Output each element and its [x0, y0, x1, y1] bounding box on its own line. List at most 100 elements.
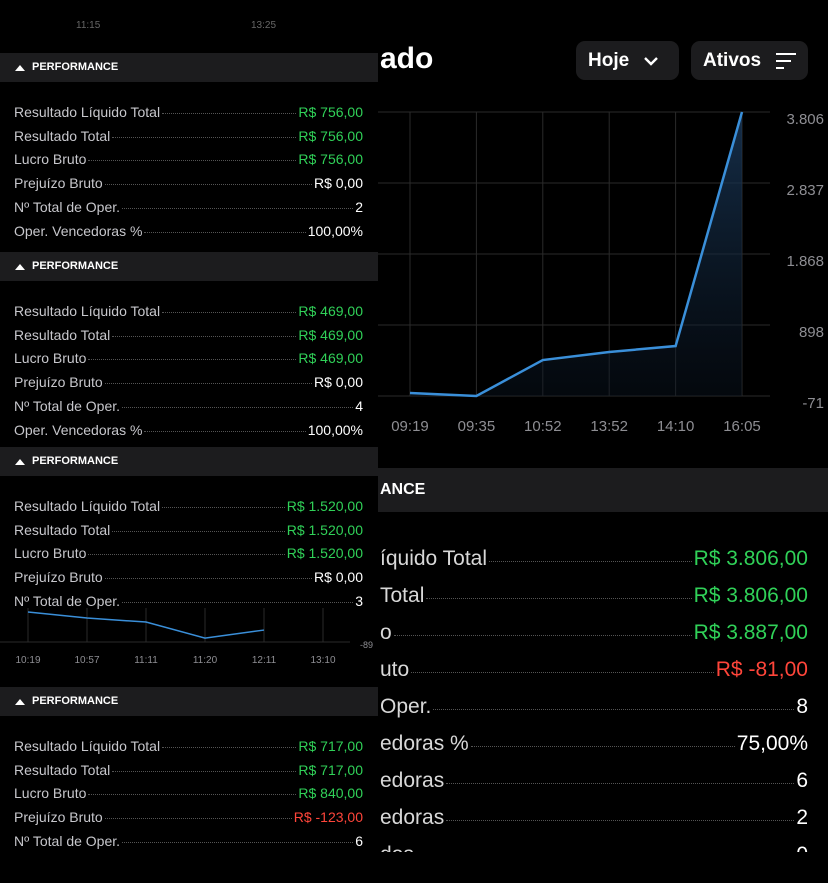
row-label: Resultado Total: [14, 127, 111, 144]
x-tick-label: 11:20: [193, 655, 218, 666]
row-label: Prejuízo Bruto: [14, 809, 103, 826]
row-value: 2: [355, 198, 363, 215]
leader: [122, 841, 354, 843]
panel-title: PERFORMANCE: [32, 260, 119, 272]
data-row: Oper. Vencedoras % 100,00%: [14, 422, 363, 438]
data-row: Nº Total de Oper. 2: [14, 199, 363, 215]
data-row: Prejuízo Bruto R$ 0,00: [14, 569, 363, 585]
x-tick-label: 14:10: [657, 418, 695, 435]
leader: [104, 578, 312, 580]
row-label: edoras: [380, 769, 445, 792]
panel-title: PERFORMANCE: [32, 455, 119, 467]
row-label: Resultado Líquido Total: [14, 303, 161, 319]
data-row: o R$ 3.887,00: [380, 621, 808, 645]
panel-title: PERFORMANCE: [32, 61, 119, 73]
row-label: Nº Total de Oper.: [14, 832, 121, 849]
leader: [411, 672, 714, 673]
row-label: edoras: [380, 806, 445, 829]
row-value: R$ 469,00: [298, 350, 363, 367]
leader: [112, 530, 285, 532]
row-value: R$ 0,00: [313, 374, 363, 391]
leader: [162, 113, 297, 114]
row-label: Resultado Total: [14, 326, 111, 343]
period-button[interactable]: Hoje: [576, 41, 679, 80]
y-tick-label: -71: [802, 395, 824, 412]
row-label: o: [380, 621, 392, 644]
data-row: Resultado Líquido Total R$ 717,00: [14, 738, 363, 754]
data-row: Oper. Vencedoras % 100,00%: [14, 223, 363, 239]
y-tick-label: 2.837: [786, 182, 824, 199]
row-label: Resultado Total: [14, 521, 111, 538]
line-area: [410, 112, 742, 396]
data-row: edoras 6: [380, 769, 808, 793]
row-value: R$ 1.520,00: [286, 545, 363, 562]
data-row: Resultado Total R$ 717,00: [14, 762, 363, 778]
data-row: dos 0: [380, 843, 808, 852]
data-row: Lucro Bruto R$ 756,00: [14, 151, 363, 167]
x-tick-label: 10:52: [524, 418, 562, 435]
leader: [88, 554, 285, 556]
x-tick-label: 10:19: [15, 655, 40, 666]
data-row: Prejuízo Bruto R$ 0,00: [14, 374, 363, 390]
leader: [144, 231, 306, 233]
leader: [104, 818, 292, 820]
x-tick-label: 10:57: [74, 655, 99, 666]
row-label: Lucro Bruto: [14, 545, 87, 562]
data-row: Nº Total de Oper. 3: [14, 593, 363, 609]
leader: [470, 746, 735, 747]
row-value: R$ 717,00: [298, 761, 363, 778]
leader: [112, 770, 297, 772]
assets-button[interactable]: Ativos: [691, 41, 808, 80]
leader: [162, 507, 285, 508]
row-label: dos: [380, 843, 414, 852]
row-value: R$ 717,00: [298, 738, 363, 754]
row-value: R$ 1.520,00: [286, 521, 363, 538]
row-value: R$ 840,00: [298, 785, 363, 802]
row-value: R$ 3.806,00: [693, 584, 808, 607]
data-row: Resultado Líquido Total R$ 756,00: [14, 104, 363, 120]
row-label: edoras %: [380, 732, 469, 755]
panel-header[interactable]: PERFORMANCE: [0, 447, 378, 476]
triangle: [15, 264, 25, 270]
data-row: Nº Total de Oper. 4: [14, 398, 363, 414]
row-value: 0: [796, 843, 808, 852]
row-label: Resultado Líquido Total: [14, 738, 161, 754]
performance-panel: PERFORMANCE Resultado Líquido Total R$ 469…: [0, 252, 378, 446]
row-value: R$ 0,00: [313, 569, 363, 586]
row-label: Lucro Bruto: [14, 785, 87, 802]
data-row: íquido Total R$ 3.806,00: [380, 547, 808, 571]
triangle: [15, 65, 25, 71]
collapse-icon: [15, 264, 25, 270]
performance-panel: PERFORMANCE Resultado Líquido Total R$ 756…: [0, 53, 378, 240]
row-label: Prejuízo Bruto: [14, 569, 103, 586]
panel-header[interactable]: PERFORMANCE: [0, 252, 378, 281]
row-value: 4: [355, 397, 363, 414]
row-value: 75,00%: [736, 732, 808, 755]
leader: [446, 820, 795, 821]
performance-panel: PERFORMANCE Resultado Líquido Total R$ 717…: [0, 687, 378, 852]
row-label: Resultado Total: [14, 761, 111, 778]
chevron-icon: [644, 56, 659, 66]
data-row: edoras % 75,00%: [380, 732, 808, 756]
row-value: 2: [796, 806, 808, 829]
y-tick-label: 3.806: [786, 111, 824, 128]
data-row: Resultado Total R$ 1.520,00: [14, 522, 363, 538]
x-tick-label: 13:52: [590, 418, 628, 435]
x-tick-label: 12:11: [252, 655, 277, 666]
row-label: Lucro Bruto: [14, 151, 87, 168]
y-tick-label: -89: [360, 640, 373, 650]
panel-header[interactable]: PERFORMANCE: [0, 53, 378, 82]
row-label: Oper. Vencedoras %: [14, 421, 143, 438]
leader: [144, 430, 306, 432]
collapse-icon: [15, 65, 25, 71]
data-row: edoras 2: [380, 806, 808, 830]
row-value: 3: [355, 592, 363, 609]
panel-header[interactable]: PERFORMANCE: [0, 687, 378, 716]
row-value: 100,00%: [307, 222, 363, 239]
row-label: Nº Total de Oper.: [14, 397, 121, 414]
triangle: [15, 459, 25, 465]
row-value: 8: [796, 695, 808, 718]
data-row: Resultado Total R$ 756,00: [14, 128, 363, 144]
